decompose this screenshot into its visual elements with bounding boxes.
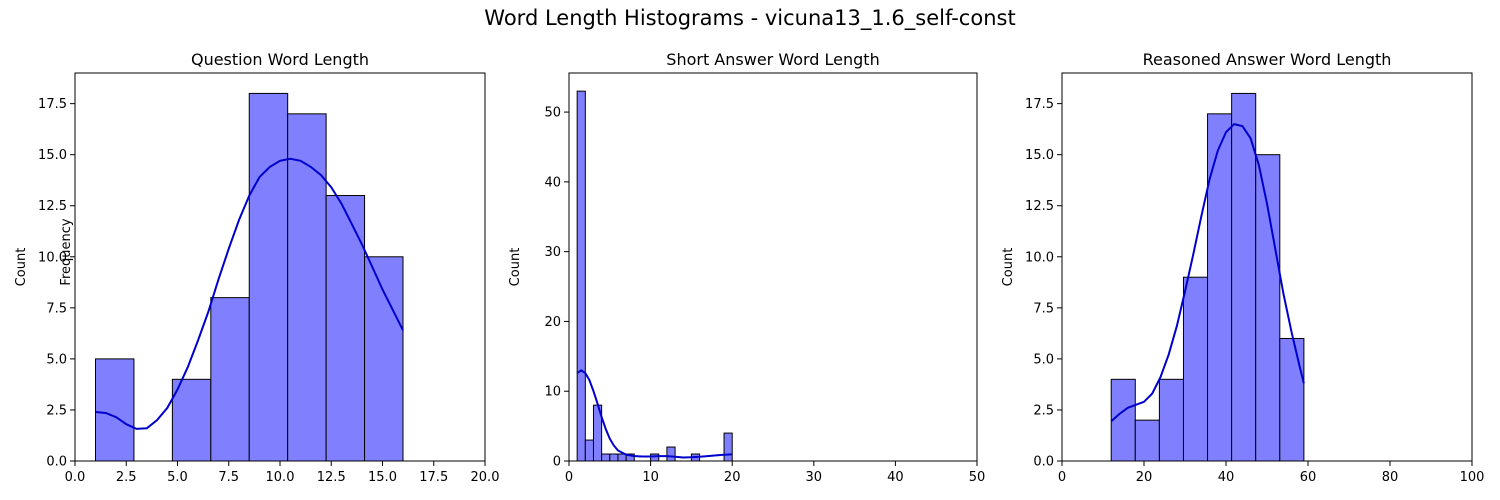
x-tick-label: 12.5 (317, 470, 346, 485)
axes-frame (1061, 72, 1473, 462)
y-tick-label: 15.0 (1025, 148, 1054, 163)
histogram-bar (723, 432, 733, 462)
histogram-bar (1110, 378, 1136, 462)
histogram-bar (171, 378, 212, 462)
histogram-bar (1182, 276, 1209, 462)
x-tick-label: 100 (1460, 470, 1485, 485)
panel-title: Reasoned Answer Word Length (1143, 50, 1392, 69)
y-axis-label: Count (1001, 248, 1016, 287)
histogram-bar (601, 453, 611, 462)
x-tick-label: 17.5 (419, 470, 448, 485)
histogram-bar (325, 195, 366, 462)
x-tick-label: 20 (1136, 470, 1153, 485)
x-tick-label: 40 (887, 470, 904, 485)
histogram-bar (248, 92, 289, 462)
y-tick-label: 7.5 (46, 301, 67, 316)
y-tick-label: 10.0 (38, 250, 67, 265)
histogram-bar (1279, 337, 1305, 462)
x-tick-label: 20 (724, 470, 741, 485)
y-tick-label: 2.5 (46, 403, 67, 418)
histogram-bar (1158, 378, 1184, 462)
histogram-bar (364, 256, 404, 462)
kde-curve (1110, 122, 1305, 422)
panel-1: 0.0 2.5 5.0 7.5 10.0 12.5 15.0 17.5 20.0 0.0 2.5 5.… (14, 50, 499, 485)
y-tick-label: 17.5 (1025, 97, 1054, 112)
histogram-bar (210, 297, 250, 462)
y-tick-label: 12.5 (38, 199, 67, 214)
kde-curve (95, 157, 404, 430)
x-tick-label: 30 (806, 470, 823, 485)
y-tick-label: 0 (553, 455, 561, 470)
axes-frame (568, 72, 978, 462)
y-axis-label: Count (508, 248, 523, 287)
y-tick-label: 5.0 (46, 352, 67, 367)
histogram-bar (666, 446, 676, 462)
x-tick-label: 0 (565, 470, 573, 485)
y-tick-label: 2.5 (1033, 403, 1054, 418)
kde-curve (576, 369, 733, 459)
x-tick-label: 10.0 (266, 470, 295, 485)
x-tick-label: 40 (1218, 470, 1235, 485)
y-tick-label: 5.0 (1033, 352, 1054, 367)
panel-2: 0 10 20 30 40 50 0 10 20 30 40 50 Short Answer Word … (508, 50, 985, 485)
y-tick-label: 15.0 (38, 148, 67, 163)
x-tick-label: 0 (1058, 470, 1066, 485)
x-tick-label: 7.5 (218, 470, 239, 485)
y-axis-label-overlay: Frequency (59, 218, 74, 285)
histogram-bar (1134, 419, 1160, 462)
x-tick-label: 10 (642, 470, 659, 485)
histogram-bar (287, 113, 327, 462)
histogram-bar (1231, 92, 1257, 462)
histogram-bar (95, 358, 135, 462)
y-tick-label: 30 (544, 245, 561, 260)
panels: 0.0 2.5 5.0 7.5 10.0 12.5 15.0 17.5 20.0 0.0 2.5 5.… (14, 50, 1484, 485)
histogram-bar (650, 453, 660, 462)
x-tick-label: 2.5 (116, 470, 137, 485)
x-tick-label: 50 (969, 470, 986, 485)
figure-suptitle: Word Length Histograms - vicuna13_1.6_se… (484, 6, 1015, 31)
y-tick-label: 0.0 (46, 455, 67, 470)
x-tick-label: 0.0 (65, 470, 86, 485)
panel-title: Short Answer Word Length (666, 50, 879, 69)
x-tick-label: 5.0 (167, 470, 188, 485)
y-tick-label: 50 (544, 106, 561, 121)
histogram-bar (584, 439, 594, 462)
y-tick-label: 20 (544, 315, 561, 330)
y-tick-label: 40 (544, 175, 561, 190)
y-tick-label: 12.5 (1025, 199, 1054, 214)
histogram-bar (1255, 154, 1281, 462)
histogram-bar (576, 90, 586, 462)
y-tick-label: 10 (544, 385, 561, 400)
x-tick-label: 80 (1382, 470, 1399, 485)
panel-3: 0 20 40 60 80 100 0.0 2.5 5.0 7.5 10.0 12.5 15.0 17.5… (1001, 50, 1484, 485)
y-tick-label: 0.0 (1033, 455, 1054, 470)
y-tick-label: 7.5 (1033, 301, 1054, 316)
histogram-bar (1207, 113, 1233, 462)
x-tick-label: 60 (1300, 470, 1317, 485)
y-tick-label: 10.0 (1025, 250, 1054, 265)
y-tick-label: 17.5 (38, 97, 67, 112)
histogram-bar (609, 453, 619, 462)
panel-title: Question Word Length (191, 50, 369, 69)
x-tick-label: 20.0 (471, 470, 500, 485)
x-tick-label: 15.0 (368, 470, 397, 485)
y-axis-label: Count (14, 248, 29, 287)
